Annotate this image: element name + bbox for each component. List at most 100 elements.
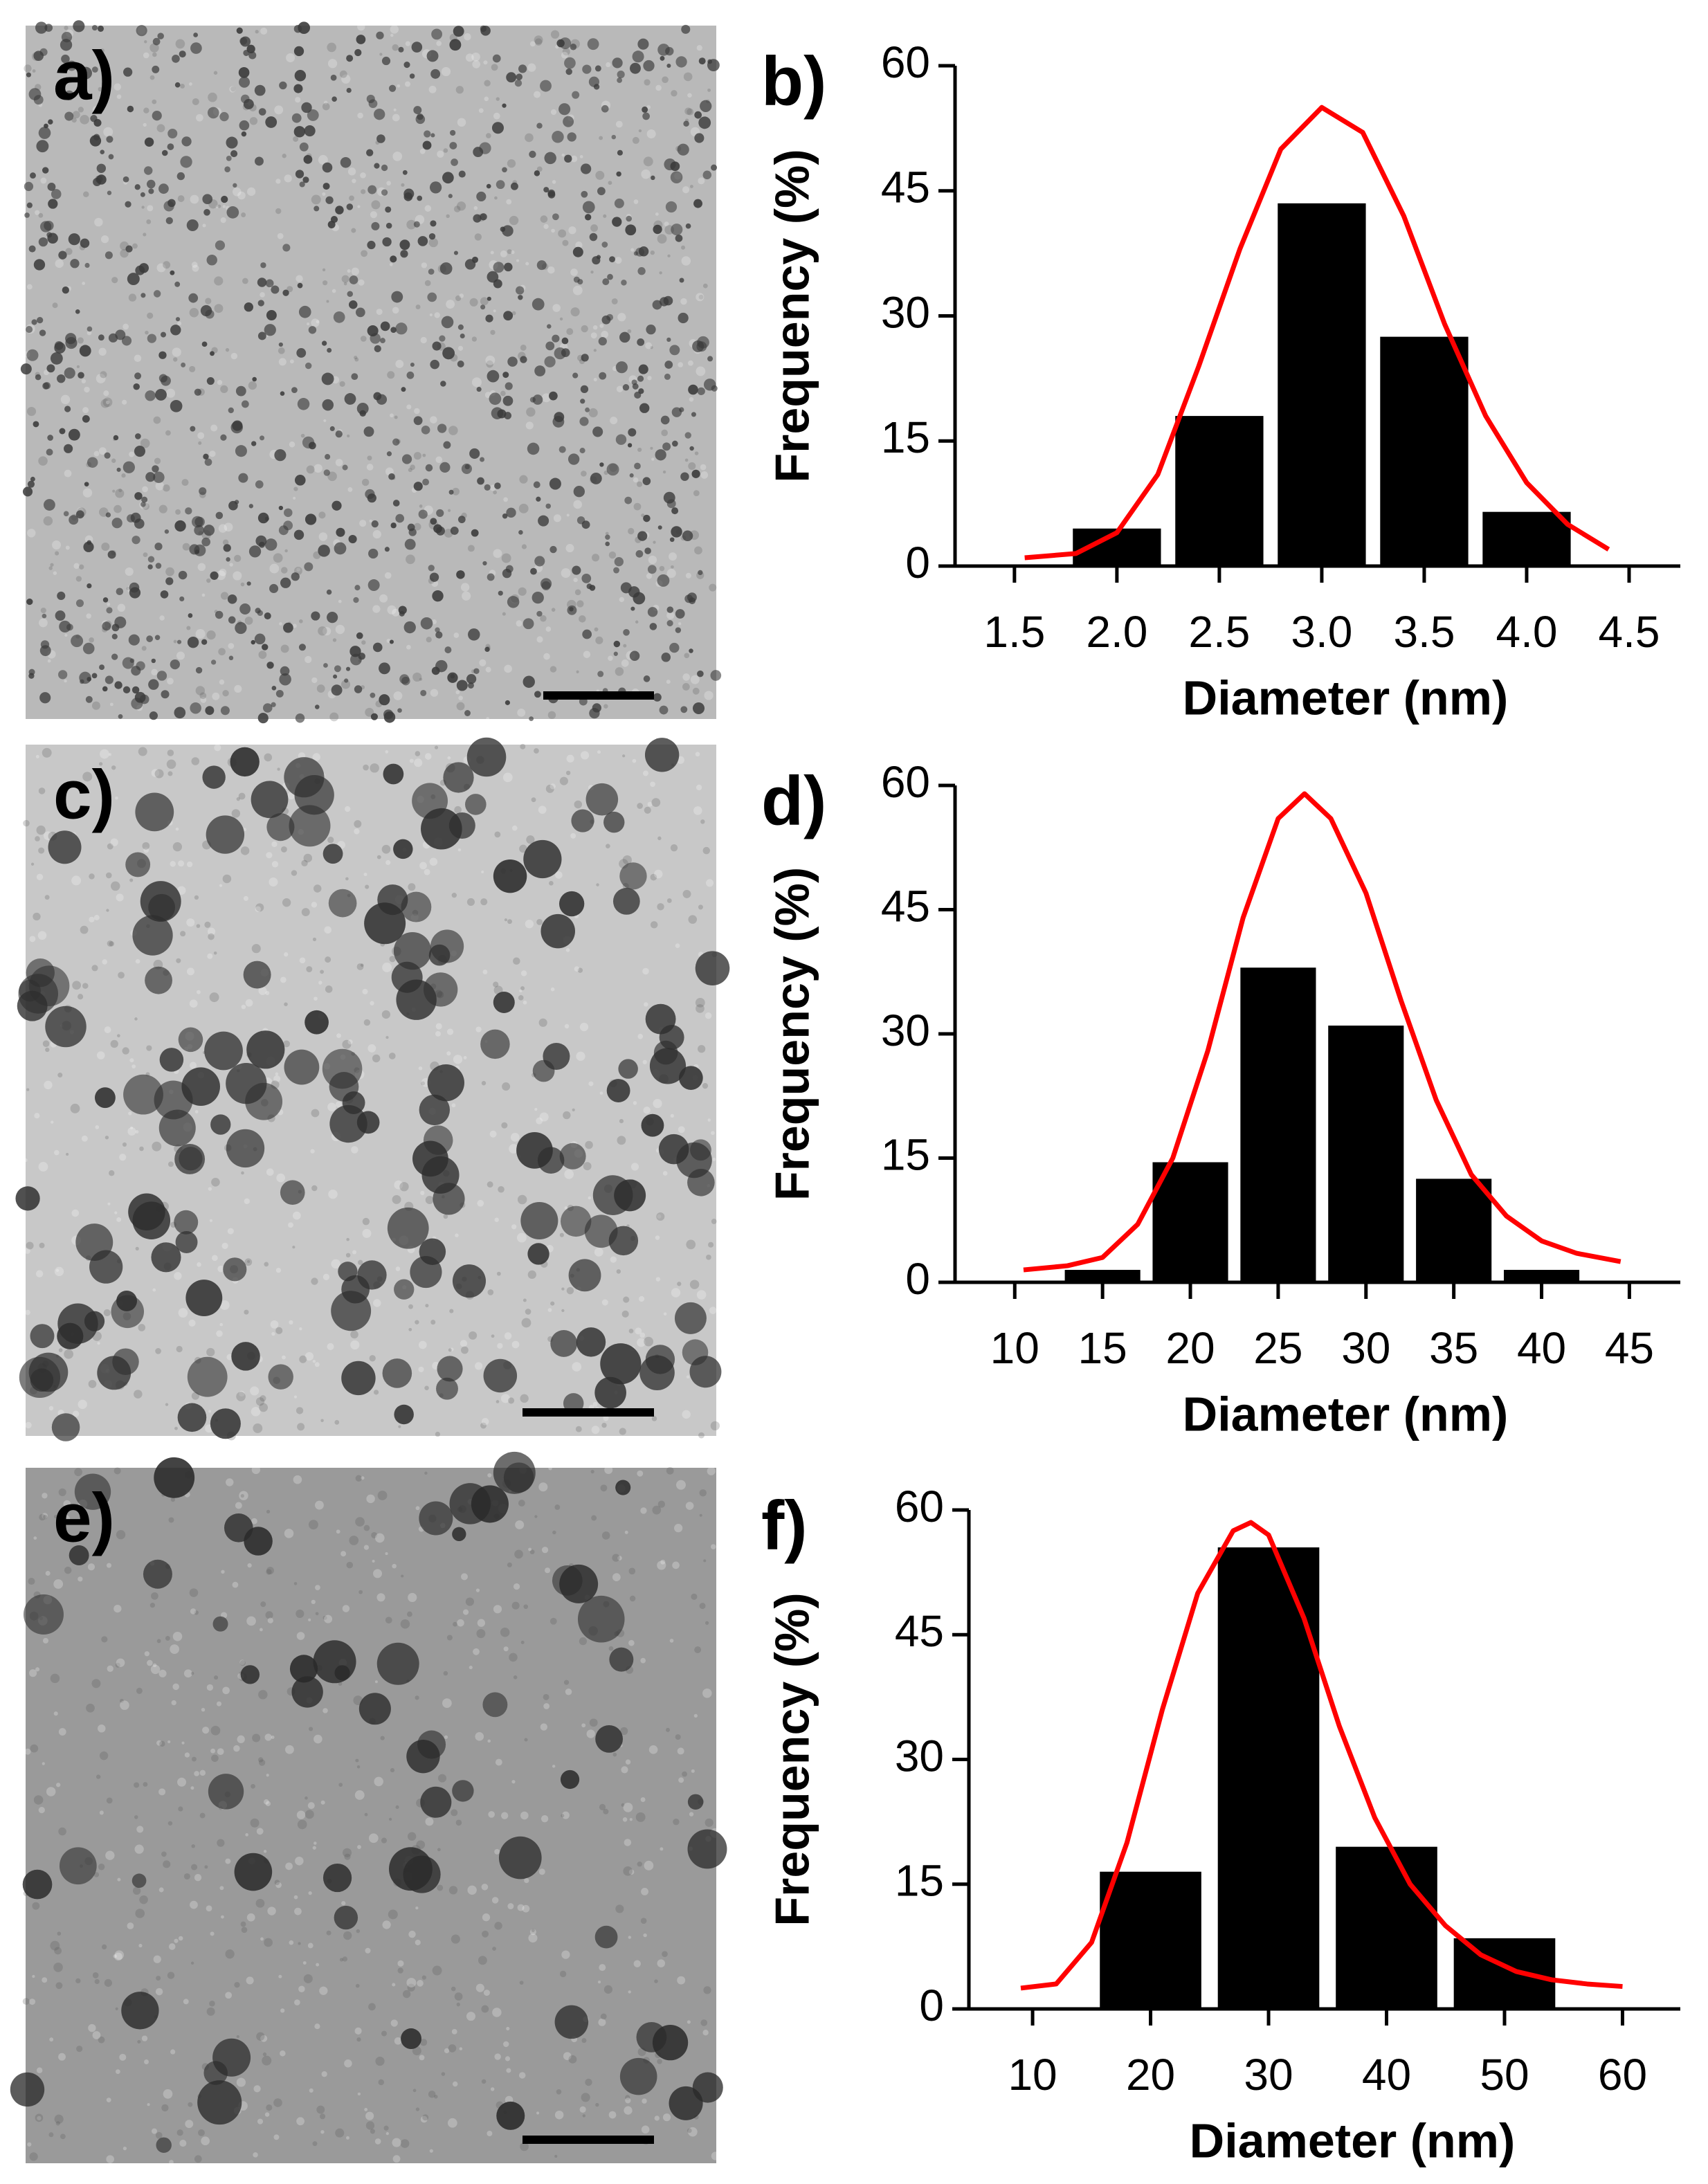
texture [417,1980,424,1987]
texture [654,2115,660,2121]
particle [22,486,33,497]
particle [419,1238,446,1265]
particle [226,1129,265,1168]
particle [303,154,313,164]
texture [322,102,330,111]
texture [493,490,497,495]
texture [58,2053,66,2061]
particle [248,504,253,509]
texture [245,1833,248,1837]
texture [192,98,199,105]
texture [285,1862,293,1871]
texture [475,1362,483,1370]
texture [521,544,527,549]
texture [248,381,257,390]
texture [481,2005,489,2013]
particle [585,783,619,816]
texture [455,86,464,94]
texture [115,489,125,498]
texture [80,925,89,934]
texture [401,1574,404,1578]
texture [424,1471,428,1475]
texture [303,1974,313,1983]
particle [632,51,644,63]
texture [263,1850,267,1853]
texture [103,127,113,137]
texture [171,1700,176,1706]
particle [561,337,569,345]
particle [357,1260,387,1290]
texture [561,51,568,59]
texture [214,304,224,313]
particle [374,108,385,120]
particle [644,547,651,554]
particle [687,1829,727,1869]
texture [460,583,470,592]
particle [118,713,123,719]
particle [59,1847,97,1885]
texture [27,529,36,538]
particle [419,1094,451,1126]
texture [128,1111,132,1116]
texture [183,1669,192,1678]
particle [114,681,122,689]
texture [392,307,399,314]
particle [64,444,73,453]
particle [532,298,545,311]
x-tick-label: 60 [1598,2050,1647,2100]
x-tick-label: 25 [1253,1323,1302,1373]
particle [471,1485,509,1523]
texture [563,2052,572,2060]
texture [55,259,64,269]
texture [147,205,154,212]
texture [320,2130,325,2134]
texture [373,1299,381,1307]
texture [82,282,86,285]
particle [46,364,55,373]
texture [219,1322,224,1327]
texture [303,853,313,863]
particle [520,356,527,363]
particle [134,372,142,380]
particle [228,655,234,661]
texture [258,1757,264,1763]
texture [100,371,107,379]
particle [295,170,305,179]
particle [64,111,74,121]
texture [269,877,278,887]
texture [365,884,370,889]
particle [100,149,105,154]
texture [172,842,183,852]
particle [659,297,669,307]
texture [292,1211,301,1220]
particle [122,657,134,669]
texture [138,1943,143,1948]
particle [579,417,589,426]
texture [180,931,186,937]
particle [466,737,507,777]
texture [415,751,421,756]
particle [202,194,213,205]
texture [322,627,331,636]
particle [395,322,408,335]
particle [279,81,287,90]
texture [134,1815,138,1819]
texture [119,2053,127,2061]
texture [183,1999,189,2005]
texture [176,651,185,660]
texture [293,496,296,500]
texture [461,1346,469,1354]
particle [39,221,52,233]
particle [154,635,161,641]
particle [154,1457,195,1498]
texture [241,1004,246,1010]
texture [650,781,655,788]
texture [331,1259,340,1269]
texture [519,989,523,993]
texture [572,1108,575,1111]
particle [633,592,646,605]
particle [335,430,343,438]
texture [346,1237,349,1241]
texture [482,970,488,975]
texture [657,1959,666,1967]
